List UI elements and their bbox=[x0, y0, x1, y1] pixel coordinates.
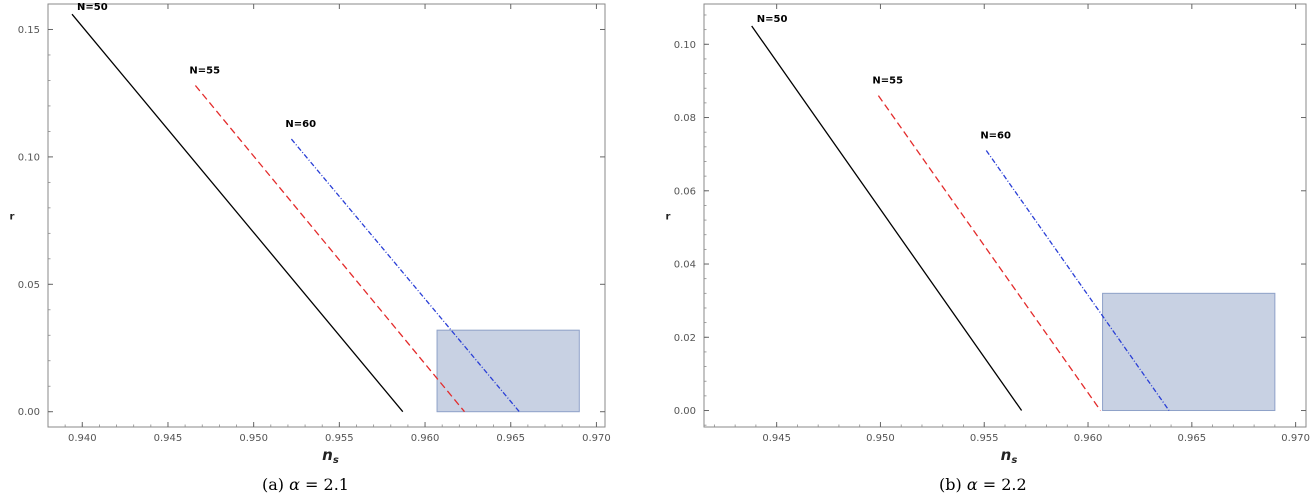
series-line-n-55 bbox=[877, 95, 1102, 411]
x-tick-label: 0.945 bbox=[154, 433, 183, 444]
x-tick-label: 0.970 bbox=[1281, 433, 1310, 444]
y-tick-label: 0.00 bbox=[674, 406, 696, 417]
y-tick-label: 0.04 bbox=[674, 260, 696, 271]
y-tick-label: 0.02 bbox=[674, 333, 696, 344]
caption-b-prefix: (b) bbox=[939, 475, 962, 494]
series-label-n-50: N=50 bbox=[77, 2, 108, 13]
caption-a-symbol: α bbox=[289, 475, 300, 494]
caption-b-rest: = 2.2 bbox=[982, 475, 1027, 494]
series-line-n-60 bbox=[290, 138, 520, 413]
series-label-n-55: N=55 bbox=[872, 76, 903, 87]
y-tick-label: 0.08 bbox=[674, 113, 696, 124]
caption-a-prefix: (a) bbox=[262, 475, 285, 494]
caption-a: (a) α = 2.1 bbox=[262, 475, 349, 494]
observational-region bbox=[436, 329, 580, 413]
series-line-n-55 bbox=[194, 85, 466, 413]
y-tick-label: 0.10 bbox=[674, 40, 696, 51]
y-tick-label: 0.06 bbox=[674, 186, 696, 197]
x-axis-label: ns bbox=[322, 446, 339, 466]
x-tick-label: 0.960 bbox=[1074, 433, 1103, 444]
x-axis-label: ns bbox=[1001, 446, 1018, 466]
caption-a-rest: = 2.1 bbox=[305, 475, 349, 494]
caption-b: (b) α = 2.2 bbox=[939, 475, 1027, 494]
series-line-n-60 bbox=[985, 150, 1170, 411]
y-tick-label: 0.00 bbox=[18, 407, 40, 418]
y-axis-label: r bbox=[666, 212, 671, 223]
caption-b-symbol: α bbox=[966, 475, 978, 494]
y-tick-label: 0.05 bbox=[18, 280, 40, 291]
series-label-n-60: N=60 bbox=[285, 119, 316, 130]
y-tick-label: 0.10 bbox=[18, 152, 40, 163]
series-label-n-60: N=60 bbox=[980, 130, 1011, 141]
x-tick-label: 0.960 bbox=[411, 433, 440, 444]
x-tick-label: 0.940 bbox=[68, 433, 97, 444]
chart-panel-b: 0.945 0.950 0.955 0.960 0.965 0.970 0.00 0.02 0.… bbox=[656, 0, 1311, 504]
x-tick-label: 0.945 bbox=[762, 433, 791, 444]
series-line-n-50 bbox=[751, 25, 1023, 411]
series-label-n-55: N=55 bbox=[189, 66, 220, 77]
x-tick-label: 0.955 bbox=[325, 433, 354, 444]
x-tick-label: 0.950 bbox=[239, 433, 268, 444]
series-line-n-50 bbox=[71, 13, 404, 413]
observational-region bbox=[1102, 292, 1276, 412]
x-tick-label: 0.965 bbox=[1178, 433, 1207, 444]
plot-frame bbox=[47, 3, 606, 428]
series-label-n-50: N=50 bbox=[757, 14, 788, 25]
chart-b-svg: 0.945 0.950 0.955 0.960 0.965 0.970 0.00 0.02 0.… bbox=[666, 3, 1310, 466]
x-tick-label: 0.965 bbox=[496, 433, 525, 444]
y-tick-label: 0.15 bbox=[18, 25, 40, 36]
chart-panel-a: 0.940 0.945 0.950 0.955 0.960 0.965 0.970 0.00 0… bbox=[0, 0, 655, 504]
x-tick-label: 0.955 bbox=[970, 433, 999, 444]
x-tick-label: 0.970 bbox=[582, 433, 611, 444]
y-axis-label: r bbox=[10, 212, 15, 223]
chart-a-svg: 0.940 0.945 0.950 0.955 0.960 0.965 0.970 0.00 0… bbox=[10, 2, 611, 466]
x-tick-label: 0.950 bbox=[866, 433, 895, 444]
